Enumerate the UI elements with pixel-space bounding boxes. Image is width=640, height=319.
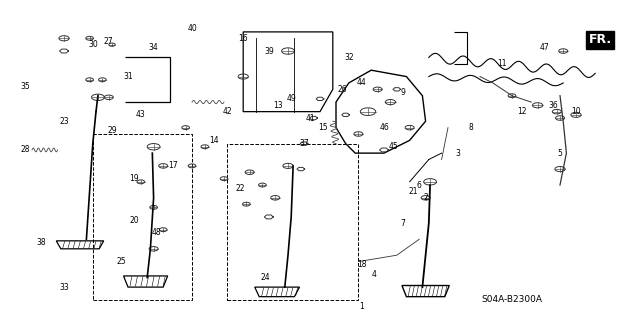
Text: 18: 18 (357, 260, 366, 269)
Text: 41: 41 (305, 114, 316, 122)
Text: 43: 43 (136, 110, 146, 119)
Text: 5: 5 (557, 149, 563, 158)
Text: 49: 49 (286, 94, 296, 103)
Text: FR.: FR. (587, 32, 610, 45)
Bar (93, 134, 192, 300)
Text: 37: 37 (299, 139, 309, 148)
Text: 22: 22 (236, 184, 244, 193)
Text: 9: 9 (401, 88, 406, 97)
Text: 40: 40 (187, 24, 197, 33)
Text: 10: 10 (571, 107, 581, 116)
Text: FR.: FR. (589, 33, 612, 46)
Text: 44: 44 (356, 78, 367, 87)
Text: 15: 15 (318, 123, 328, 132)
Text: 29: 29 (107, 126, 117, 135)
Text: 12: 12 (517, 107, 526, 116)
Text: 19: 19 (129, 174, 140, 183)
Text: 46: 46 (379, 123, 389, 132)
Text: 45: 45 (388, 142, 399, 151)
Text: 25: 25 (116, 257, 127, 266)
Text: 34: 34 (148, 43, 159, 52)
Text: 1: 1 (359, 302, 364, 311)
Text: 26: 26 (337, 85, 348, 94)
Text: 27: 27 (104, 37, 114, 46)
Text: 11: 11 (498, 59, 507, 68)
Text: 14: 14 (209, 136, 220, 145)
Bar (227, 144, 358, 300)
Text: 4: 4 (372, 270, 377, 279)
Text: 21: 21 (408, 187, 417, 196)
Text: 35: 35 (20, 82, 31, 91)
Text: 7: 7 (401, 219, 406, 228)
Text: 13: 13 (273, 101, 284, 110)
Text: 16: 16 (238, 34, 248, 43)
Text: 33: 33 (59, 283, 69, 292)
Text: 28: 28 (21, 145, 30, 154)
Text: 47: 47 (539, 43, 549, 52)
Text: 32: 32 (344, 53, 354, 62)
Text: 3: 3 (455, 149, 460, 158)
Text: 31: 31 (123, 72, 133, 81)
Text: 24: 24 (260, 273, 271, 282)
Text: 6: 6 (417, 181, 422, 189)
Text: 36: 36 (548, 101, 559, 110)
Text: 30: 30 (88, 40, 98, 49)
Text: 48: 48 (152, 228, 162, 237)
Text: 2: 2 (423, 193, 428, 202)
Text: 23: 23 (59, 117, 69, 126)
Text: 42: 42 (222, 107, 232, 116)
Text: 38: 38 (36, 238, 47, 247)
Text: 39: 39 (264, 47, 274, 56)
Text: 17: 17 (168, 161, 178, 170)
Text: S04A-B2300A: S04A-B2300A (481, 295, 543, 304)
Text: 8: 8 (468, 123, 473, 132)
Text: 20: 20 (129, 216, 140, 225)
